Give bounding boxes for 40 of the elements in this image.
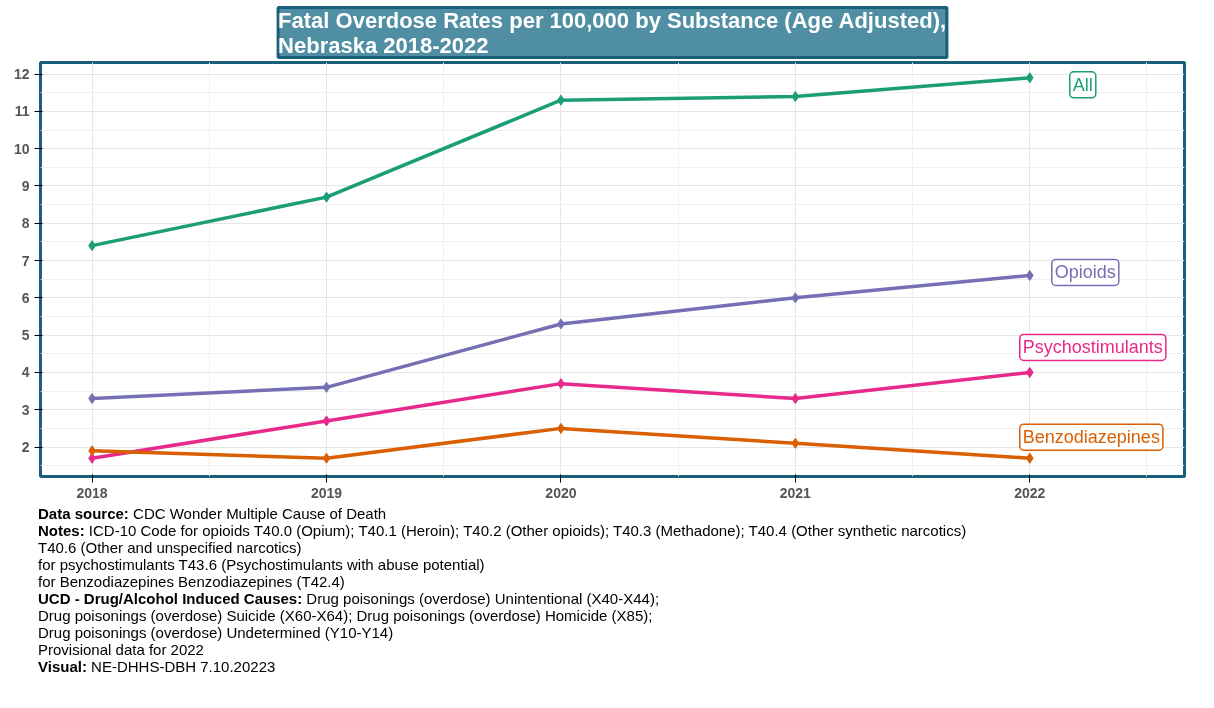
text: Notes: ICD-10 Code for opioids T40.0 (Opium); T40.1 (Heroin); T40.2 (Other opioids); T40.3 (Methadone); T40.4 (Other synthetic narcotics) xyxy=(38,522,967,539)
y-tick-label: 4 xyxy=(21,364,30,381)
point xyxy=(322,452,331,464)
y-tick-label: 12 xyxy=(13,66,30,83)
y-tick-label: 8 xyxy=(21,215,30,232)
source-note: Data source: CDC Wonder Multiple Cause of Death xyxy=(38,505,387,522)
point xyxy=(1025,452,1034,464)
y-tick-label: 2 xyxy=(21,439,30,456)
y-tick-label: 6 xyxy=(21,289,30,306)
y-tick-label: 7 xyxy=(21,252,30,269)
series-label: Opioids xyxy=(1054,262,1116,283)
text: Drug poisonings (overdose) Undetermined (Y10-Y14) xyxy=(38,624,394,641)
series-label: Psychostimulants xyxy=(1022,337,1163,358)
point xyxy=(322,191,331,203)
x-tick-label: 2021 xyxy=(779,484,812,501)
text: UCD - Drug/Alcohol Induced Causes: Drug poisonings (overdose) Unintentional (X40-X44); xyxy=(38,590,660,607)
y-tick-label: 3 xyxy=(21,401,30,418)
y-tick-label: 9 xyxy=(21,177,30,194)
point xyxy=(791,393,800,405)
point xyxy=(322,415,331,427)
text: Visual: NE-DHHS-DBH 7.10.20223 xyxy=(38,658,276,675)
y-tick-label: 11 xyxy=(14,103,30,120)
text: All xyxy=(1072,74,1093,95)
text: Provisional data for 2022 xyxy=(38,641,204,658)
chart-title: Fatal Overdose Rates per 100,000 by Substance (Age Adjusted), Nebraska 2018-2022 xyxy=(278,7,947,58)
x-tick-label: 2018 xyxy=(76,484,108,501)
text: for Benzodiazepines Benzodiazepines (T42.4) xyxy=(38,573,345,590)
point xyxy=(791,292,800,304)
text: T40.6 (Other and unspecified narcotics) xyxy=(38,539,302,556)
point xyxy=(322,381,331,393)
y-tick-label: 10 xyxy=(13,140,30,157)
point xyxy=(1025,366,1034,378)
series-label: Benzodiazepines xyxy=(1022,427,1160,448)
text: Drug poisonings (overdose) Suicide (X60-X64); Drug poisonings (overdose) Homicide (X85); xyxy=(38,607,653,624)
y-tick-label: 5 xyxy=(21,327,30,344)
x-tick-label: 2019 xyxy=(310,484,343,501)
point xyxy=(1025,72,1034,84)
x-tick-label: 2020 xyxy=(545,484,577,501)
text: for psychostimulants T43.6 (Psychostimulants with abuse potential) xyxy=(38,556,485,573)
x-tick-label: 2022 xyxy=(1014,484,1046,501)
